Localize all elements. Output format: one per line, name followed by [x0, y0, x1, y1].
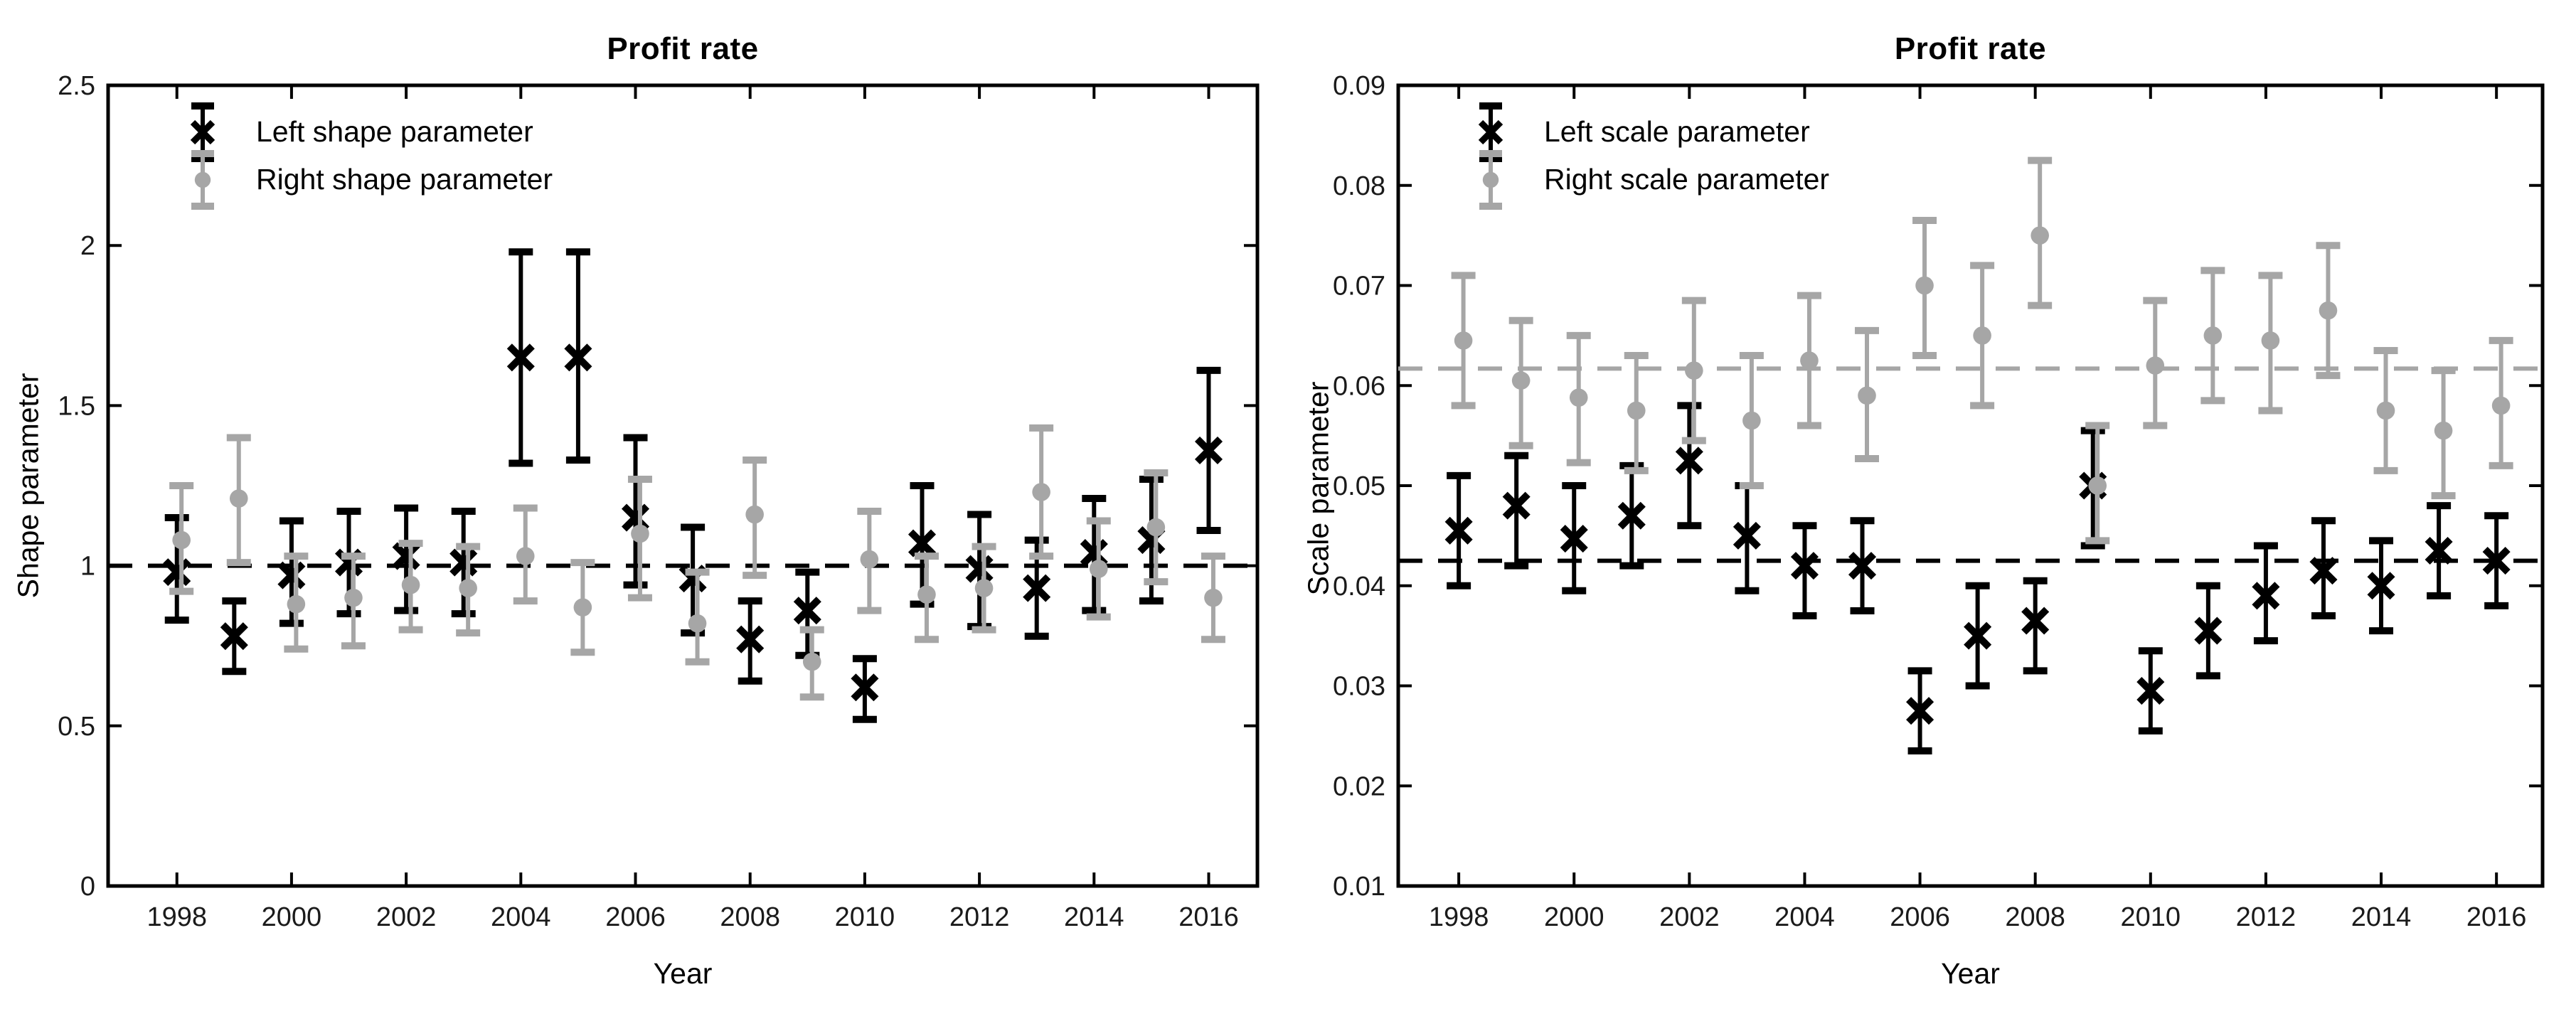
left-chart-xlabel: Year	[653, 957, 713, 990]
svg-text:0.05: 0.05	[1333, 471, 1385, 501]
svg-text:1998: 1998	[1429, 902, 1489, 932]
svg-text:2014: 2014	[1064, 902, 1124, 932]
legend-item: Left scale parameter	[1474, 102, 1829, 162]
errorbar-x-marker-icon	[190, 102, 215, 162]
legend-item: Left shape parameter	[186, 102, 553, 162]
svg-text:0.01: 0.01	[1333, 872, 1385, 902]
svg-text:2010: 2010	[2121, 902, 2181, 932]
svg-text:0.02: 0.02	[1333, 772, 1385, 801]
errorbar-x-marker-icon	[1478, 102, 1503, 162]
right-chart-legend: Left scale parameter Right scale paramet…	[1474, 102, 1830, 210]
svg-text:2016: 2016	[2466, 902, 2527, 932]
svg-text:2006: 2006	[1890, 902, 1950, 932]
svg-text:0: 0	[80, 872, 95, 902]
svg-text:2012: 2012	[2236, 902, 2296, 932]
svg-text:2.5: 2.5	[58, 71, 95, 101]
svg-text:2008: 2008	[2005, 902, 2065, 932]
svg-text:0.5: 0.5	[58, 712, 95, 742]
svg-text:2012: 2012	[949, 902, 1010, 932]
right-chart-ylabel: Scale parameter	[1302, 381, 1335, 596]
left-chart-ylabel: Shape parameter	[11, 373, 45, 599]
legend-item: Right scale parameter	[1474, 149, 1830, 210]
svg-text:2000: 2000	[1544, 902, 1604, 932]
svg-text:2010: 2010	[835, 902, 895, 932]
svg-text:0.03: 0.03	[1333, 672, 1385, 702]
left-chart-title: Profit rate	[607, 31, 759, 66]
svg-text:2: 2	[80, 231, 95, 261]
svg-text:2002: 2002	[376, 902, 437, 932]
svg-text:0.08: 0.08	[1333, 171, 1385, 201]
errorbar-circle-marker-icon	[1479, 149, 1502, 210]
legend-label: Right scale parameter	[1544, 163, 1830, 196]
right-chart-panel: Profit rate Scale parameter 1998 2000 2002…	[1288, 0, 2576, 1009]
svg-text:2002: 2002	[1659, 902, 1720, 932]
svg-text:2014: 2014	[2351, 902, 2412, 932]
legend-item: Right shape parameter	[186, 149, 553, 210]
svg-text:0.06: 0.06	[1333, 371, 1385, 401]
left-chart-legend: Left shape parameter Right shape paramet…	[186, 102, 553, 210]
svg-text:2000: 2000	[262, 902, 322, 932]
svg-text:2004: 2004	[491, 902, 551, 932]
left-plot-area: 1998 2000 2002 2004 2006 2008 2010 2012 2014 2016…	[58, 71, 1260, 932]
svg-text:2008: 2008	[720, 902, 780, 932]
svg-text:1998: 1998	[147, 902, 207, 932]
errorbar-circle-marker-icon	[191, 149, 214, 210]
right-chart-title: Profit rate	[1894, 31, 2047, 66]
right-chart-xlabel: Year	[1941, 957, 2000, 990]
right-plot-area: 1998 2000 2002 2004 2006 2008 2010 2012 2014 2016…	[1333, 71, 2545, 932]
svg-text:1.5: 1.5	[58, 391, 95, 421]
legend-label: Left scale parameter	[1544, 115, 1810, 148]
svg-text:1: 1	[80, 552, 95, 582]
left-chart-panel: Profit rate Shape parameter 1998 2000 2002…	[11, 31, 1260, 990]
svg-text:0.04: 0.04	[1333, 572, 1385, 602]
svg-text:0.09: 0.09	[1333, 71, 1385, 101]
svg-text:0.07: 0.07	[1333, 272, 1385, 301]
svg-text:2004: 2004	[1774, 902, 1835, 932]
svg-text:2016: 2016	[1178, 902, 1239, 932]
legend-label: Left shape parameter	[256, 115, 533, 148]
svg-text:2006: 2006	[605, 902, 666, 932]
legend-label: Right shape parameter	[256, 163, 553, 196]
